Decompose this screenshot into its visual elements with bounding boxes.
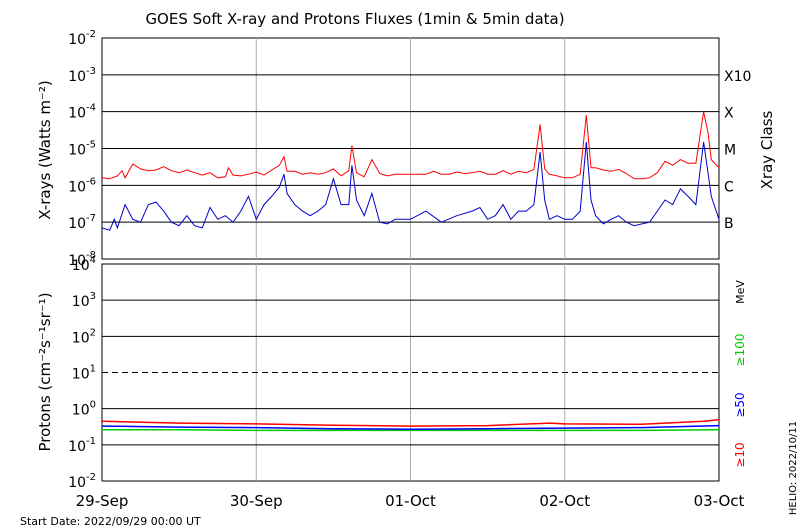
xray-class-label: B [724, 216, 734, 232]
xray-class-label: C [724, 179, 734, 195]
proton-energy-label: ≥10 [733, 442, 747, 467]
xray-y-tick-label: 10-2 [68, 29, 96, 48]
proton-series-line [101, 424, 720, 430]
xray-class-label: X10 [724, 69, 751, 85]
x-tick-label: 03-Oct [694, 492, 745, 510]
proton-energy-label: ≥50 [733, 392, 747, 417]
xray-y-ticks: 10-210-310-410-510-610-710-8 [68, 29, 96, 269]
xray-y-axis-label: X-rays (Watts m⁻²) [36, 80, 54, 219]
xray-series-line-xray_long [101, 111, 720, 180]
xray-class-axis-label: Xray Class [758, 110, 776, 189]
proton-y-tick-label: 100 [72, 400, 96, 419]
footer-tag: HELIO: 2022/10/11 [788, 421, 799, 515]
proton-y-tick-label: 104 [72, 255, 96, 274]
proton-panel: 104 103 102 101 100 10-1 10-2 Protons (cm⁻²s⁻¹… [36, 255, 747, 491]
xray-y-tick-label: 10-7 [68, 213, 96, 232]
proton-y-tick-label: 10-2 [68, 472, 96, 491]
xray-series [101, 111, 720, 231]
xray-y-tick-label: 10-6 [68, 176, 96, 195]
proton-energy-label: ≥100 [733, 334, 747, 367]
proton-series-line [102, 429, 720, 432]
proton-y-tick-label: 101 [72, 364, 96, 383]
xray-class-label: M [724, 143, 736, 159]
proton-y-ticks: 104 103 102 101 100 10-1 10-2 [68, 255, 96, 491]
xray-class-labels: X10 X M C B [724, 69, 751, 232]
proton-energy-legend: ≥100 ≥50 ≥10 [733, 334, 747, 468]
x-tick-label: 30-Sep [230, 492, 283, 510]
proton-y-tick-label: 103 [72, 291, 96, 310]
x-axis-ticks: 29-Sep 30-Sep 01-Oct 02-Oct 03-Oct [76, 492, 745, 510]
proton-series-line [101, 418, 720, 427]
start-date: Start Date: 2022/09/29 00:00 UT [20, 515, 201, 528]
proton-y-tick-label: 102 [72, 327, 96, 346]
proton-unit-label: MeV [734, 280, 747, 304]
proton-y-axis-label: Protons (cm⁻²s⁻¹sr⁻¹) [36, 292, 54, 451]
x-tick-label: 01-Oct [385, 492, 436, 510]
x-tick-label: 29-Sep [76, 492, 129, 510]
xray-y-tick-label: 10-4 [68, 103, 96, 122]
xray-series-line-xray_short [101, 141, 720, 231]
proton-y-tick-label: 10-1 [68, 436, 96, 455]
xray-y-tick-label: 10-3 [68, 66, 96, 85]
xray-class-label: X [724, 106, 734, 122]
xray-y-tick-label: 10-5 [68, 140, 96, 159]
x-tick-label: 02-Oct [539, 492, 590, 510]
chart-title: GOES Soft X-ray and Protons Fluxes (1min… [145, 10, 564, 28]
proton-series [101, 418, 720, 432]
proton-gridlines [102, 264, 719, 481]
